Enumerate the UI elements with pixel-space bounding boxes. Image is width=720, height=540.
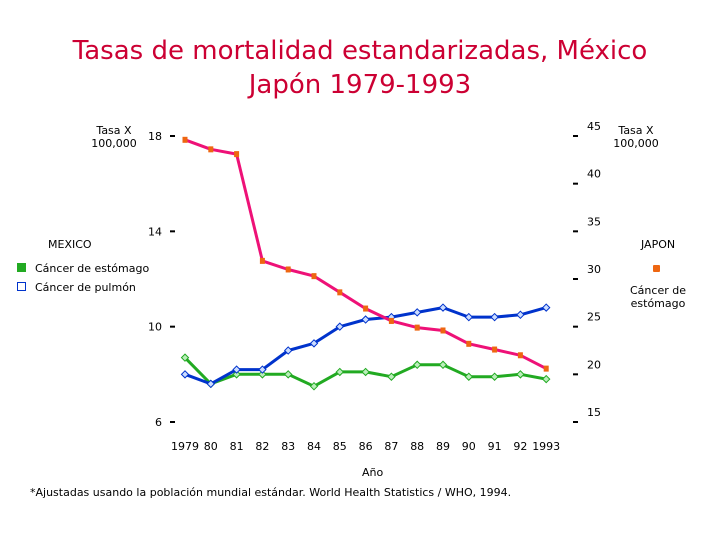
mexico-group-label: MEXICO: [48, 238, 92, 251]
right-axis-tick-label: 15: [587, 406, 601, 419]
left-axis-title: Tasa X 100,000: [84, 124, 144, 150]
legend-label-japon-stomach: Cáncer de estómago: [620, 284, 696, 310]
legend-swatch-mexico-stomach: [17, 263, 26, 272]
data-point-japon-stomach: [363, 305, 369, 312]
x-tick-label: 83: [281, 440, 295, 453]
x-tick-label: 85: [333, 440, 347, 453]
data-point-japon-stomach: [388, 317, 394, 324]
left-axis-title-line2: 100,000: [91, 137, 137, 150]
data-point-mexico-stomach: [232, 370, 241, 379]
data-point-mexico-stomach: [464, 372, 474, 381]
x-tick-label: 84: [307, 440, 321, 453]
data-point-japon-stomach: [285, 266, 291, 273]
legend-label-japon-line1: Cáncer de: [630, 284, 686, 297]
data-point-mexico-stomach: [516, 370, 525, 379]
right-axis-tick-label: 45: [587, 120, 601, 133]
data-point-mexico-lung: [412, 308, 422, 317]
data-point-mexico-lung: [516, 310, 525, 319]
data-point-mexico-lung: [283, 346, 293, 355]
series-line-2: [184, 138, 547, 370]
x-tick-label: 87: [384, 440, 398, 453]
footnote: *Ajustadas usando la población mundial e…: [30, 486, 512, 499]
data-point-japon-stomach: [182, 136, 188, 143]
x-tick-label: 86: [359, 440, 373, 453]
left-axis-tick-label: 6: [155, 416, 162, 429]
legend-label-japon-line2: estómago: [630, 297, 686, 310]
data-point-mexico-lung: [232, 365, 241, 374]
right-axis-tick-label: 35: [587, 215, 601, 228]
data-point-mexico-lung: [309, 339, 319, 348]
data-point-mexico-stomach: [438, 360, 448, 370]
data-point-japon-stomach: [234, 151, 240, 158]
x-tick-label: 89: [436, 440, 450, 453]
x-axis-title: Año: [362, 466, 384, 479]
data-point-japon-stomach: [466, 340, 472, 347]
x-tick-label: 1979: [171, 440, 199, 453]
x-tick-label: 80: [204, 440, 218, 453]
right-axis-tick-label: 40: [587, 168, 601, 181]
japon-group-label: JAPON: [641, 238, 676, 251]
x-tick-label: 1993: [532, 440, 560, 453]
data-point-mexico-stomach: [258, 370, 267, 379]
right-axis-title: Tasa X 100,000: [606, 124, 666, 150]
data-point-mexico-lung: [180, 370, 190, 379]
data-point-mexico-lung: [361, 315, 370, 324]
data-point-japon-stomach: [259, 257, 265, 264]
right-axis-tick-label: 20: [587, 358, 601, 371]
data-point-japon-stomach: [414, 324, 420, 331]
data-point-mexico-stomach: [541, 374, 551, 384]
chart-title-line1: Tasas de mortalidad estandarizadas, Méxi…: [72, 36, 648, 66]
legend-swatch-mexico-lung: [17, 282, 26, 291]
x-tick-label: 91: [488, 440, 502, 453]
data-point-mexico-stomach: [412, 360, 422, 370]
right-axis-title-line2: 100,000: [613, 137, 659, 150]
left-axis-tick-label: 14: [148, 225, 162, 238]
data-point-mexico-stomach: [361, 367, 370, 377]
data-point-mexico-lung: [335, 322, 345, 331]
data-point-japon-stomach: [311, 273, 317, 280]
data-point-mexico-stomach: [180, 353, 190, 362]
data-point-mexico-stomach: [309, 382, 319, 391]
data-point-japon-stomach: [208, 146, 214, 153]
left-axis-tick-label: 10: [148, 321, 162, 334]
data-point-japon-stomach: [440, 327, 446, 334]
data-point-mexico-lung: [541, 303, 551, 312]
data-point-mexico-lung: [258, 365, 267, 374]
legend-swatch-japon-stomach: [653, 265, 660, 272]
right-axis-title-line1: Tasa X: [618, 124, 654, 137]
x-tick-label: 82: [255, 440, 269, 453]
data-point-mexico-lung: [206, 379, 216, 389]
data-point-japon-stomach: [492, 346, 498, 353]
data-point-mexico-stomach: [283, 370, 293, 379]
right-axis-tick-label: 25: [587, 311, 601, 324]
data-point-japon-stomach: [337, 289, 343, 296]
legend-label-mexico-stomach: Cáncer de estómago: [35, 262, 150, 275]
x-tick-label: 81: [230, 440, 244, 453]
data-point-mexico-stomach: [387, 372, 396, 381]
data-point-mexico-lung: [490, 312, 499, 322]
data-point-japon-stomach: [517, 352, 523, 359]
legend-label-mexico-lung: Cáncer de pulmón: [35, 281, 136, 294]
data-point-japon-stomach: [543, 365, 549, 372]
x-tick-label: 92: [513, 440, 527, 453]
left-axis-title-line1: Tasa X: [96, 124, 132, 137]
chart-title: Tasas de mortalidad estandarizadas, Méxi…: [0, 34, 720, 102]
data-point-mexico-lung: [464, 312, 474, 322]
chart-title-line2: Japón 1979-1993: [248, 70, 472, 100]
data-point-mexico-stomach: [490, 372, 499, 381]
x-tick-label: 90: [462, 440, 476, 453]
x-tick-label: 88: [410, 440, 424, 453]
right-axis-tick-label: 30: [587, 263, 601, 276]
data-point-mexico-stomach: [335, 367, 345, 377]
left-axis-tick-label: 18: [148, 130, 162, 143]
data-point-mexico-lung: [438, 303, 448, 312]
